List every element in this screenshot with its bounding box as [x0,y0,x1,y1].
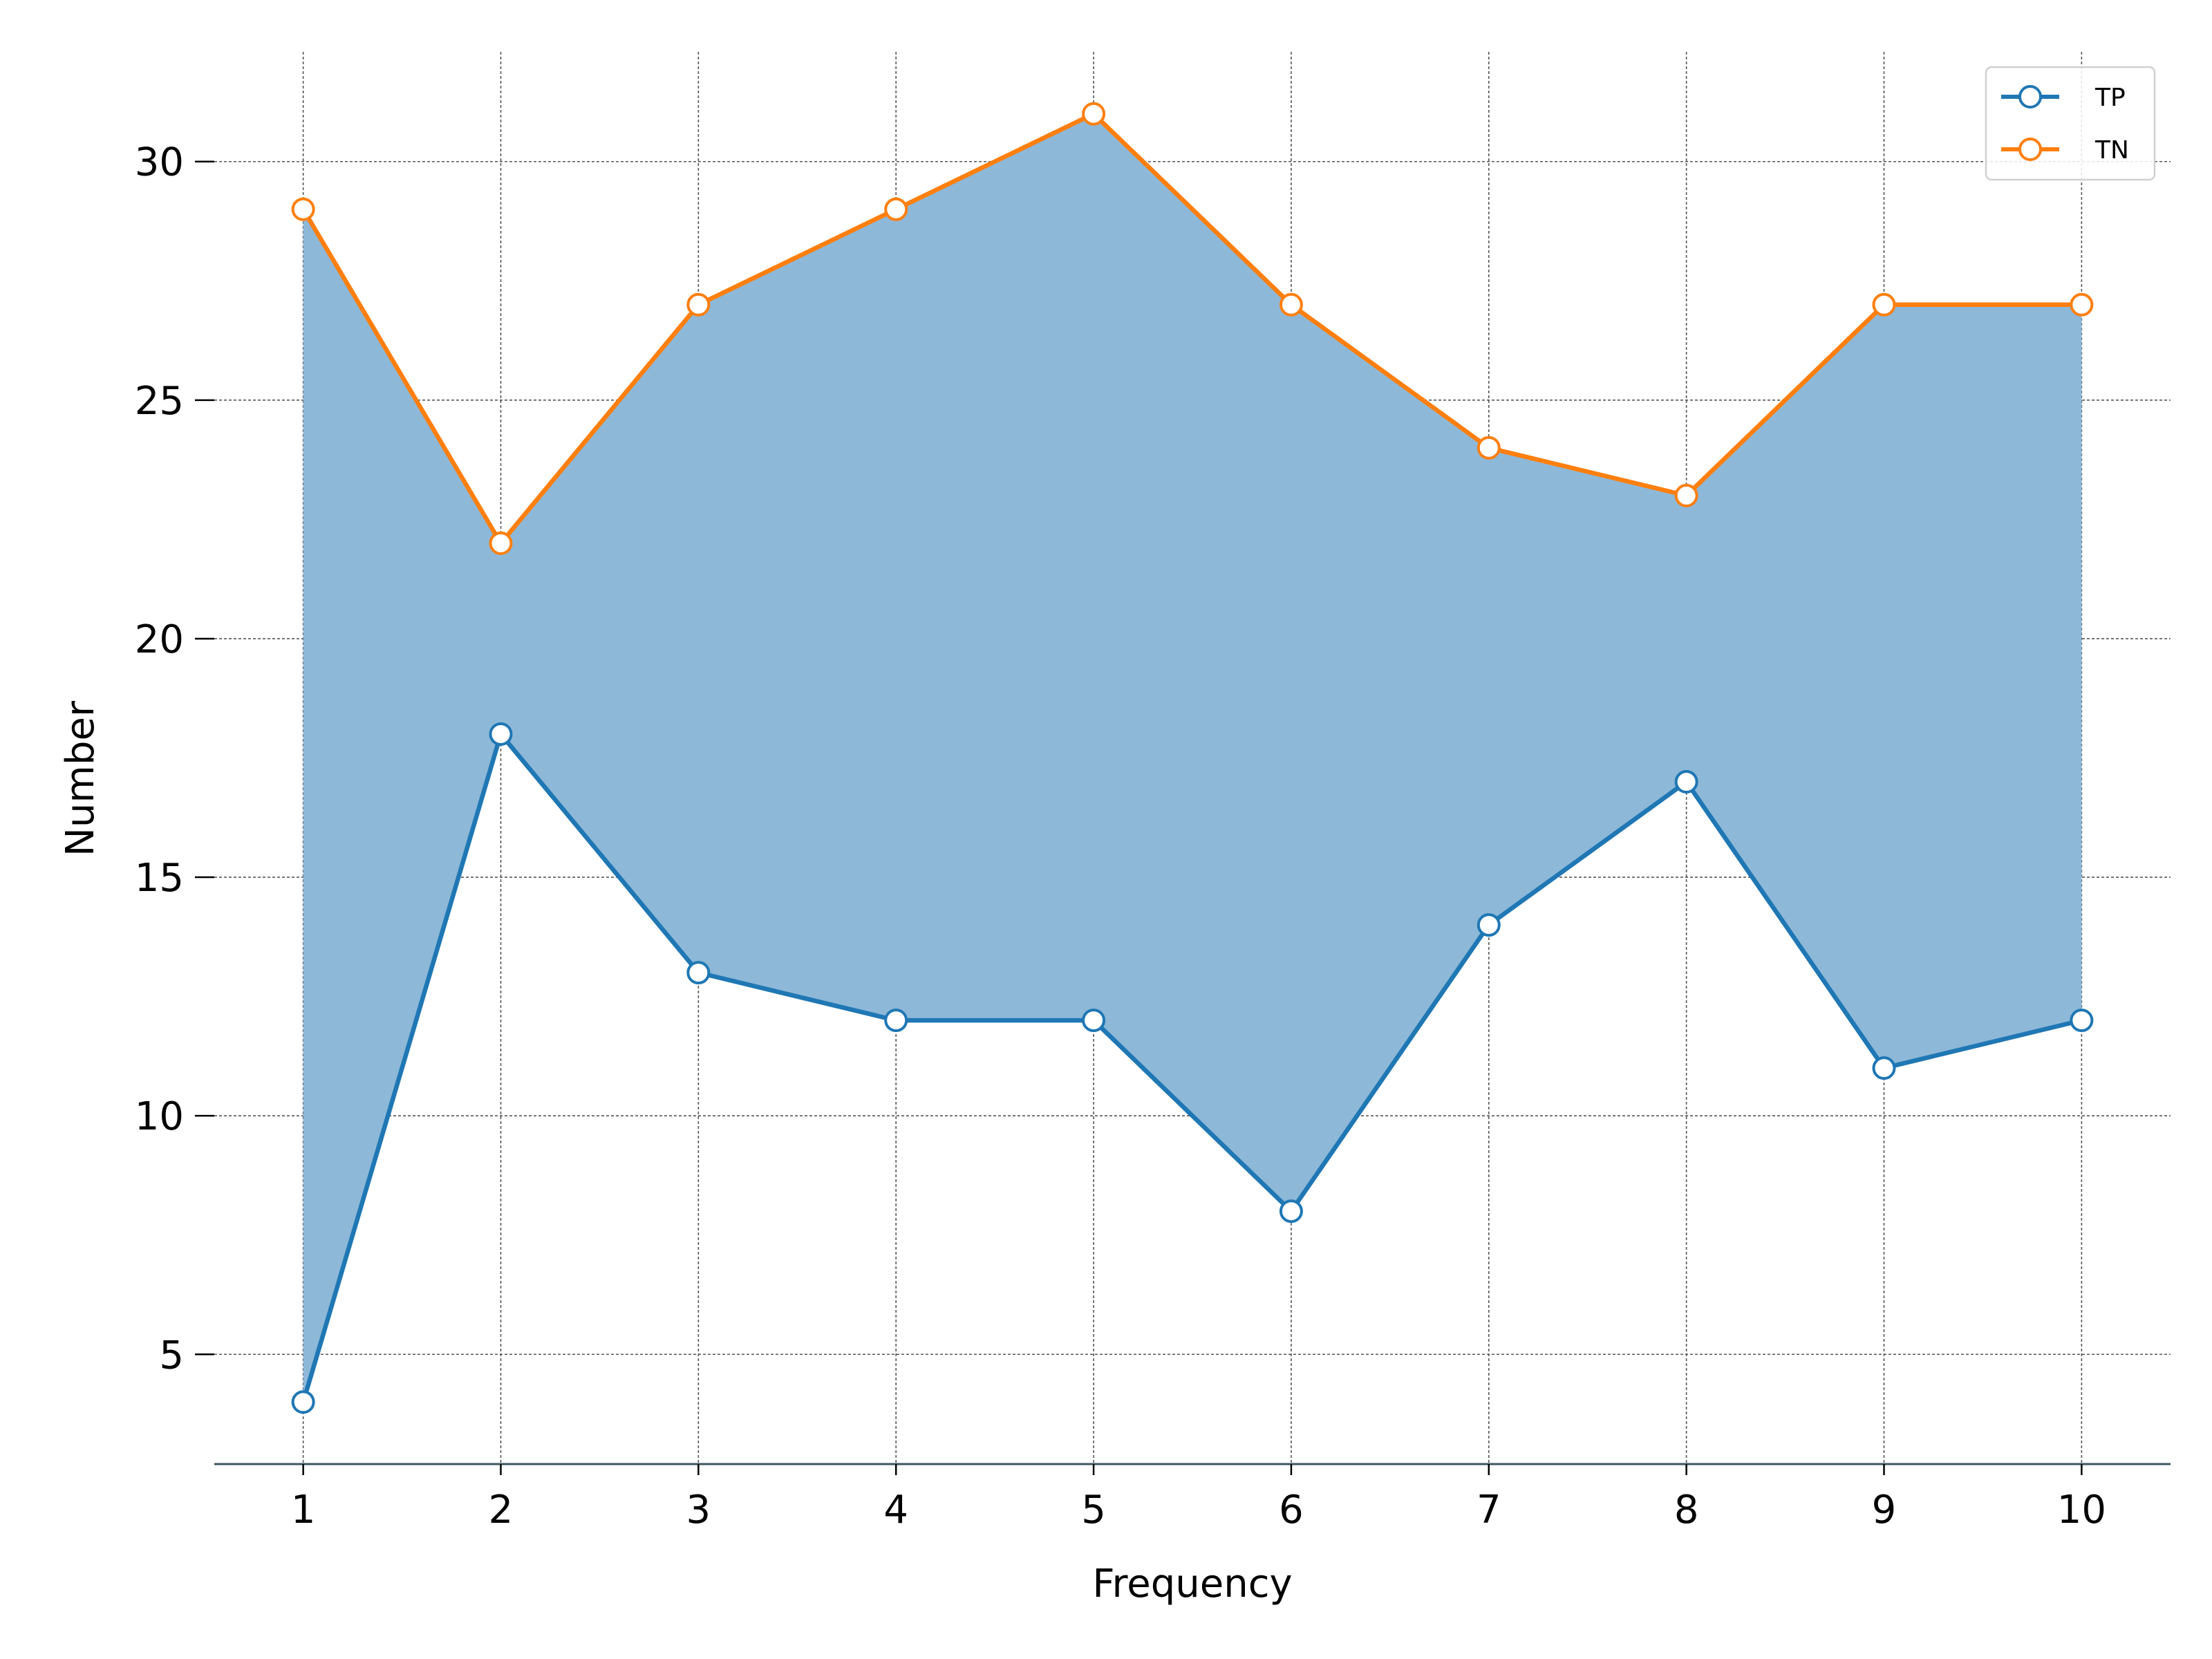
y-tick-label: 20 [135,617,184,662]
data-point [1477,913,1501,937]
data-point [1674,483,1698,507]
data-point [291,1390,315,1414]
y-tick-label: 10 [135,1094,184,1139]
series-line [301,731,2083,1403]
x-tick-label: 9 [1872,1488,1897,1533]
data-point [686,961,711,985]
data-point [2070,292,2094,317]
data-point [291,197,315,221]
data-point [1872,292,1896,317]
y-tick-label: 30 [135,140,184,185]
x-tick-label: 7 [1477,1488,1501,1533]
legend-item-tn: TN [2001,136,2129,165]
y-tick-label: 25 [135,379,184,424]
series-tn [291,102,2094,555]
x-tick-label: 2 [489,1488,514,1533]
x-axis-ticks: 1 2 3 4 5 6 7 8 9 10 [291,1464,2106,1533]
legend: TP TN [1985,66,2156,181]
data-point [489,722,513,746]
data-point [1279,292,1303,317]
legend-label: TP [2094,84,2126,112]
x-axis-title: Frequency [1092,1562,1292,1606]
data-point [1674,770,1698,794]
series-line [301,111,2082,546]
data-point [1279,1199,1303,1224]
legend-item-tp: TP [2001,84,2126,112]
data-point [1082,102,1106,126]
data-point [1872,1056,1896,1080]
data-point [2070,1009,2094,1033]
legend-box [1985,66,2156,181]
legend-marker [2018,138,2042,161]
fill-between-area [303,113,2082,1403]
series-layer [291,102,2094,1414]
data-point [1477,435,1501,460]
data-point [686,292,711,317]
y-axis-title: Number [58,700,103,856]
x-tick-label: 5 [1081,1488,1106,1533]
y-axis-ticks: 5 10 15 20 25 30 [135,140,214,1378]
data-point [884,1009,908,1033]
data-point [1082,1009,1106,1033]
legend-label: TN [2094,136,2129,165]
data-point [489,531,513,555]
x-tick-label: 1 [291,1488,316,1533]
x-tick-label: 6 [1279,1488,1304,1533]
y-tick-label: 15 [135,856,184,901]
data-point [884,197,908,221]
x-tick-label: 8 [1674,1488,1699,1533]
y-tick-label: 5 [159,1333,184,1378]
series-tp [291,722,2094,1414]
x-tick-label: 4 [883,1488,908,1533]
legend-marker [2018,85,2042,109]
x-tick-label: 10 [2057,1488,2106,1533]
x-tick-label: 3 [686,1488,711,1533]
